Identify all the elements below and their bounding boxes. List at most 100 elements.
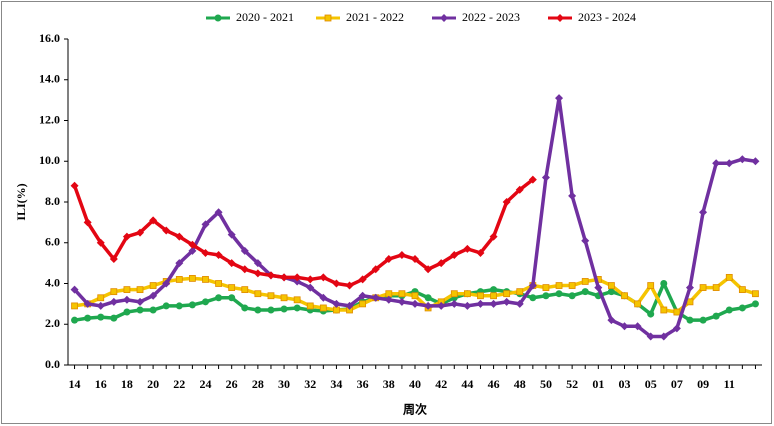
point	[188, 301, 196, 309]
point	[516, 288, 524, 296]
point	[738, 286, 746, 294]
point	[306, 283, 315, 292]
x-tick-label: 22	[173, 377, 185, 391]
point	[384, 255, 393, 264]
point	[699, 316, 707, 324]
x-tick-label: 40	[409, 377, 421, 391]
legend-label: 2020 - 2021	[236, 10, 294, 24]
point	[109, 255, 118, 264]
y-tick-label: 4.0	[45, 275, 60, 289]
point	[214, 208, 223, 217]
point	[477, 292, 484, 300]
point	[752, 290, 759, 298]
point	[672, 324, 681, 333]
point	[738, 304, 746, 312]
point	[463, 244, 472, 253]
point	[96, 238, 105, 247]
legend-label: 2022 - 2023	[462, 10, 520, 24]
point	[97, 294, 105, 302]
x-tick-label: 07	[671, 377, 683, 391]
point	[751, 300, 759, 308]
point	[84, 314, 92, 322]
point	[280, 294, 288, 302]
point	[646, 332, 655, 341]
legend-label: 2021 - 2022	[346, 10, 404, 24]
x-tick-label: 05	[645, 377, 657, 391]
point	[214, 250, 223, 259]
point	[371, 265, 380, 274]
point	[568, 191, 577, 200]
point	[542, 292, 550, 300]
point	[306, 302, 314, 310]
x-tick-label: 52	[566, 377, 578, 391]
point	[254, 290, 262, 298]
y-tick-label: 8.0	[45, 194, 60, 208]
point	[529, 294, 537, 302]
point	[319, 273, 328, 282]
point	[175, 232, 184, 241]
point	[240, 246, 249, 255]
point	[70, 285, 79, 294]
point	[555, 94, 564, 103]
series	[70, 94, 760, 341]
x-tick-label: 26	[226, 377, 238, 391]
point	[253, 259, 262, 268]
point	[71, 302, 78, 310]
point	[227, 230, 236, 239]
point	[324, 14, 332, 22]
point	[725, 273, 733, 281]
point	[463, 290, 471, 298]
x-tick-label: 03	[619, 377, 631, 391]
point	[440, 14, 448, 22]
x-tick-label: 30	[278, 377, 290, 391]
point	[345, 301, 354, 310]
point	[136, 297, 145, 306]
point	[228, 284, 236, 291]
point	[620, 322, 629, 331]
point	[621, 292, 628, 300]
point	[581, 288, 589, 296]
x-tick-label: 18	[121, 377, 133, 391]
point	[71, 316, 79, 324]
x-tick-label: 28	[252, 377, 264, 391]
point	[201, 298, 209, 306]
point	[136, 306, 144, 314]
point	[332, 299, 341, 308]
y-tick-label: 16.0	[39, 31, 60, 45]
point	[699, 208, 708, 217]
x-tick-label: 34	[330, 377, 342, 391]
y-tick-label: 0.0	[45, 357, 60, 371]
point	[227, 259, 236, 268]
x-tick-label: 42	[435, 377, 447, 391]
legend-label: 2023 - 2024	[578, 10, 636, 24]
point	[319, 293, 328, 302]
point	[397, 250, 406, 259]
point	[188, 275, 196, 282]
point	[333, 306, 340, 314]
point	[437, 301, 446, 310]
point	[359, 300, 367, 308]
point	[123, 286, 131, 294]
point	[201, 248, 210, 257]
point	[228, 294, 236, 302]
point	[122, 232, 131, 241]
point	[424, 301, 433, 310]
point	[660, 306, 668, 314]
point	[712, 312, 720, 320]
point	[240, 265, 249, 274]
x-tick-label: 46	[488, 377, 500, 391]
point	[306, 275, 315, 284]
point	[608, 282, 615, 289]
point	[162, 226, 171, 235]
point	[568, 292, 576, 300]
point	[450, 290, 458, 298]
point	[358, 275, 367, 284]
legend-item: 2022 - 2023	[432, 10, 520, 24]
point	[476, 248, 485, 257]
point	[241, 304, 249, 312]
point	[463, 301, 472, 310]
point	[371, 293, 380, 302]
point	[123, 308, 131, 316]
point	[358, 291, 367, 300]
